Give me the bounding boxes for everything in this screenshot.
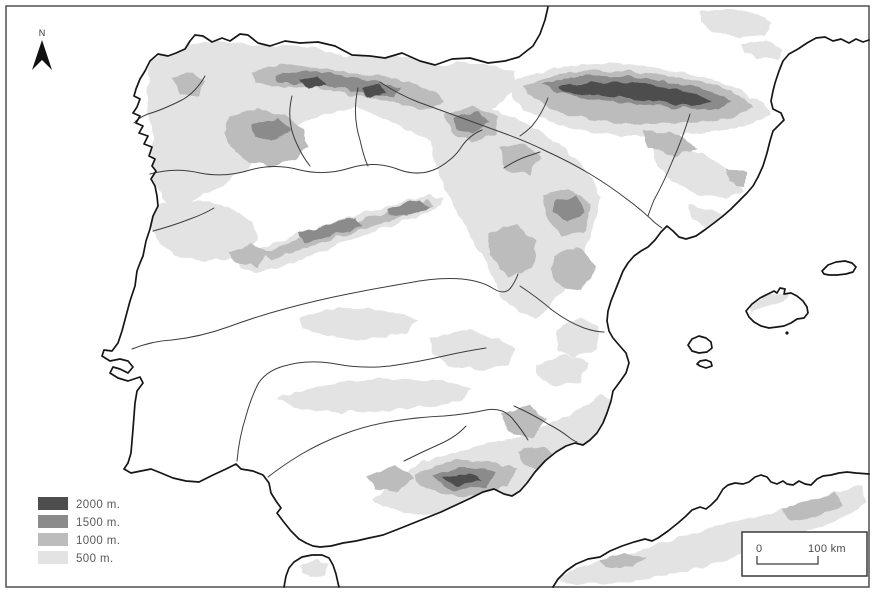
- elevation-patch: [454, 112, 490, 133]
- elevation-band-2000m: [298, 76, 714, 487]
- elevation-patch: [642, 130, 696, 158]
- elevation-patch: [600, 552, 646, 568]
- scale-bar: 0 100 km: [741, 531, 868, 577]
- elevation-patch: [362, 85, 386, 97]
- elevation-patch: [556, 318, 600, 358]
- river-aragon: [519, 97, 549, 137]
- elevation-patch: [502, 404, 546, 438]
- elevation-patch: [690, 205, 736, 232]
- river-jalon: [503, 151, 541, 169]
- scale-bar-distance: 100 km: [808, 543, 846, 555]
- north-arrow-icon: [32, 40, 52, 70]
- elevation-layer: [147, 8, 866, 584]
- river-segura: [513, 405, 578, 443]
- elevation-patch: [726, 168, 748, 186]
- elevation-patch: [554, 196, 584, 222]
- elevation-patch: [498, 143, 540, 174]
- scale-bar-rule: [756, 556, 819, 565]
- legend-swatch-1000: [38, 533, 68, 546]
- island-cabrera: [785, 331, 789, 335]
- river-jucar: [519, 285, 605, 333]
- legend-swatch-1500: [38, 515, 68, 528]
- legend-label-500: 500 m.: [76, 553, 114, 565]
- elevation-patch: [550, 248, 596, 290]
- elevation-patch: [149, 198, 258, 262]
- river-pisuerga: [354, 87, 369, 167]
- north-arrow-label: N: [39, 28, 46, 38]
- elevation-patch: [750, 292, 790, 312]
- elevation-patch: [780, 494, 844, 522]
- legend-label-2000: 2000 m.: [76, 499, 120, 511]
- elevation-patch: [228, 244, 268, 266]
- legend-swatch-500: [38, 551, 68, 564]
- elevation-patch: [388, 200, 430, 216]
- elevation-patch: [368, 466, 414, 492]
- island-menorca: [821, 260, 857, 276]
- elevation-patch: [252, 118, 290, 141]
- elevation-patch: [172, 72, 206, 96]
- elevation-patch: [298, 217, 362, 243]
- river-duero: [149, 129, 483, 176]
- river-genil: [403, 425, 467, 462]
- island-mallorca: [745, 287, 809, 329]
- map-legend: 2000 m. 1500 m. 1000 m. 500 m.: [38, 497, 120, 565]
- elevation-patch: [298, 76, 326, 90]
- elevation-patch: [300, 560, 330, 578]
- elevation-band-500m: [147, 8, 866, 584]
- scale-bar-box: [741, 531, 868, 577]
- elevation-patch: [536, 354, 588, 386]
- coastline-north-africa: [552, 471, 870, 588]
- river-esla: [289, 95, 311, 167]
- legend-swatch-2000: [38, 497, 68, 510]
- coastline-morocco: [283, 554, 340, 588]
- river-tajo: [131, 273, 519, 350]
- elevation-patch: [372, 394, 612, 516]
- island-ibiza: [687, 335, 713, 354]
- river-guadiana: [236, 347, 487, 462]
- scale-bar-zero: 0: [756, 543, 762, 555]
- elevation-patch: [488, 224, 538, 276]
- island-formentera: [696, 359, 713, 369]
- elevation-patch: [558, 82, 714, 106]
- river-guadalquivir: [267, 408, 529, 478]
- map-frame: [5, 5, 870, 588]
- river-segre: [647, 113, 691, 217]
- elevation-patch: [742, 40, 784, 58]
- elevation-patch: [442, 473, 481, 487]
- rivers-layer: [131, 75, 691, 478]
- legend-label-1000: 1000 m.: [76, 535, 120, 547]
- elevation-patch: [300, 308, 418, 340]
- coastline-iberia-france: [101, 6, 870, 548]
- north-arrow: N: [32, 28, 52, 70]
- legend-label-1500: 1500 m.: [76, 517, 120, 529]
- elevation-patch: [700, 8, 772, 38]
- river-mondego: [152, 207, 215, 232]
- elevation-patch: [276, 379, 470, 412]
- coastline-layer: [101, 6, 870, 588]
